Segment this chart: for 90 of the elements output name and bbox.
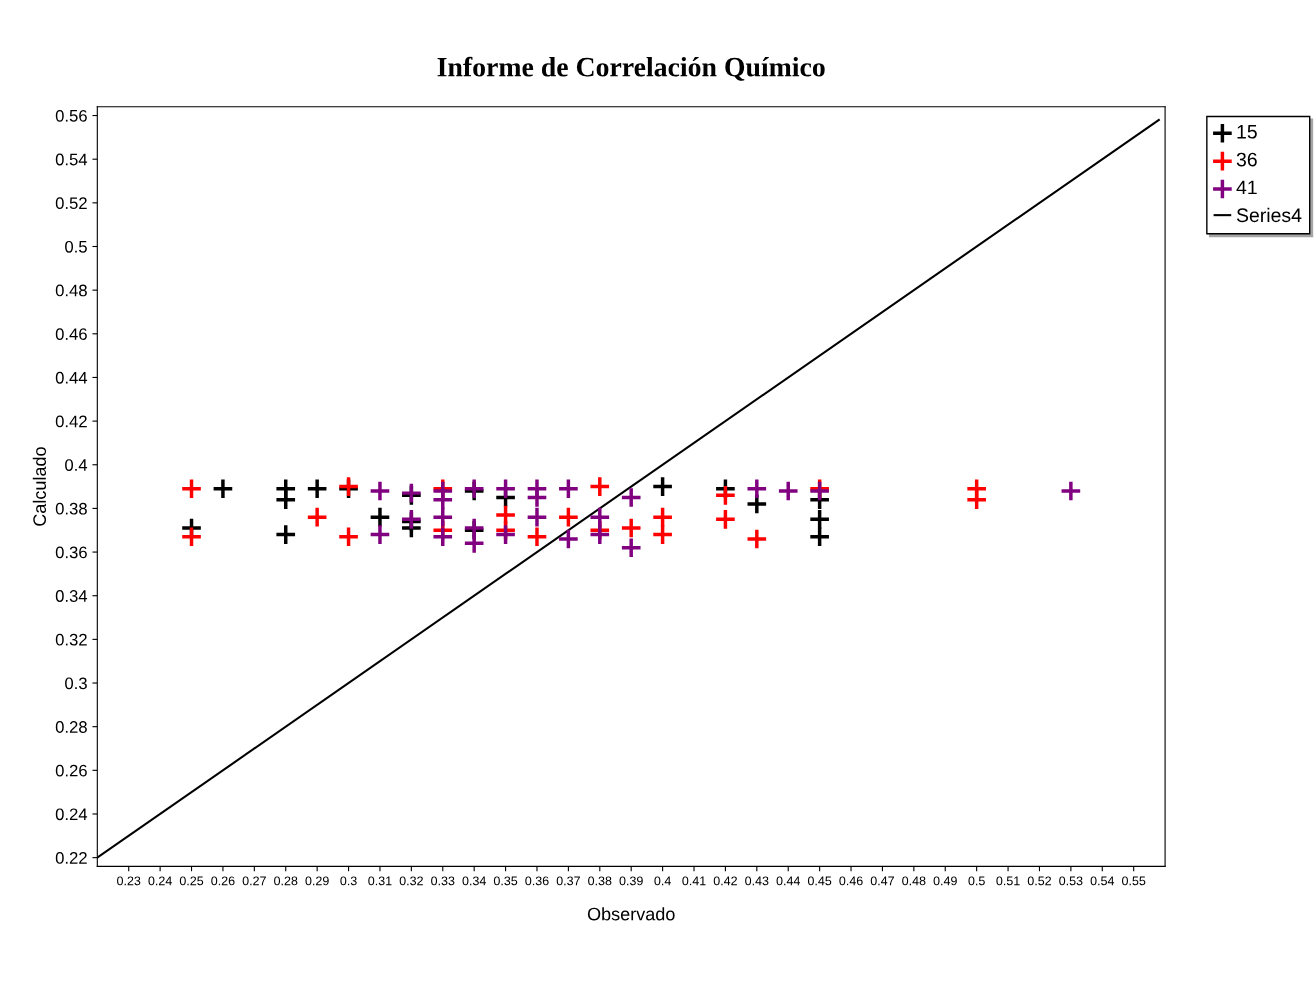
point — [588, 475, 611, 498]
legend-label: 15 — [1237, 125, 1257, 139]
y-tick-label: 0.42 — [55, 415, 87, 428]
x-tick-label: 0.37 — [556, 876, 580, 886]
x-tick-label: 0.32 — [399, 876, 423, 886]
point — [620, 486, 643, 509]
point — [274, 488, 297, 511]
point — [337, 525, 360, 548]
x-tick-label: 0.46 — [839, 876, 863, 886]
x-axis-title: Observado — [587, 907, 675, 921]
y-tick-label: 0.3 — [65, 677, 87, 690]
chart-title: Informe de Correlación Químico — [437, 56, 825, 81]
x-tick-label: 0.31 — [368, 876, 392, 886]
x-tick-label: 0.52 — [1027, 876, 1052, 886]
y-tick-label: 0.52 — [55, 197, 87, 210]
x-tick-label: 0.35 — [493, 876, 518, 886]
point — [557, 506, 580, 529]
x-tick-label: 0.42 — [713, 876, 737, 886]
x-tick-label: 0.25 — [179, 876, 204, 886]
point — [306, 477, 329, 500]
point — [431, 525, 454, 548]
x-tick-label: 0.23 — [117, 876, 141, 886]
y-tick-label: 0.22 — [55, 852, 87, 864]
y-tick-label: 0.34 — [55, 590, 88, 602]
legend-label: Series4 — [1236, 207, 1302, 223]
y-tick-label: 0.5 — [65, 240, 87, 253]
point — [180, 525, 203, 548]
point — [714, 508, 737, 531]
legend-label: 41 — [1236, 180, 1257, 195]
x-tick-label: 0.47 — [870, 876, 894, 886]
x-tick-label: 0.33 — [431, 876, 455, 886]
x-tick-label: 0.38 — [588, 876, 612, 886]
x-tick-label: 0.54 — [1090, 876, 1115, 886]
x-tick-label: 0.41 — [682, 876, 706, 886]
point — [745, 477, 768, 500]
x-tick-label: 0.48 — [902, 876, 926, 886]
x-tick-label: 0.3 — [340, 876, 357, 886]
point — [620, 536, 643, 559]
point — [745, 527, 768, 551]
x-tick-label: 0.43 — [745, 876, 769, 886]
y-tick-label: 0.24 — [55, 808, 88, 821]
y-tick-label: 0.54 — [55, 153, 88, 166]
point — [557, 477, 580, 500]
point — [965, 488, 988, 511]
y-tick-label: 0.32 — [55, 633, 87, 646]
point — [557, 527, 580, 551]
x-tick-label: 0.45 — [807, 876, 832, 886]
x-tick-label: 0.29 — [305, 876, 329, 886]
x-tick-label: 0.26 — [211, 876, 235, 886]
point — [274, 523, 297, 546]
point — [651, 523, 674, 546]
y-tick-label: 0.48 — [55, 284, 87, 297]
point — [368, 479, 392, 503]
y-axis-title: Calculado — [32, 447, 47, 526]
x-tick-label: 0.51 — [996, 876, 1020, 886]
y-tick-label: 0.28 — [55, 721, 87, 733]
y-tick-label: 0.44 — [55, 371, 88, 384]
x-tick-label: 0.34 — [462, 876, 486, 886]
x-tick-label: 0.39 — [619, 876, 643, 886]
point — [180, 477, 203, 500]
y-tick-label: 0.26 — [55, 764, 87, 777]
point — [368, 523, 392, 546]
x-tick-label: 0.53 — [1059, 876, 1083, 886]
point — [306, 506, 329, 529]
y-tick-label: 0.4 — [65, 459, 88, 471]
x-tick-label: 0.28 — [274, 876, 298, 886]
point — [525, 506, 549, 529]
point — [620, 517, 643, 540]
x-tick-label: 0.5 — [968, 876, 985, 886]
x-tick-label: 0.36 — [525, 876, 549, 886]
y-tick-label: 0.56 — [55, 109, 87, 122]
y-tick-label: 0.38 — [55, 502, 87, 515]
point — [525, 525, 549, 548]
x-tick-label: 0.24 — [148, 876, 172, 886]
point — [651, 475, 674, 498]
point — [494, 477, 517, 500]
point — [777, 479, 800, 503]
x-tick-label: 0.44 — [776, 876, 801, 886]
legend-label: 36 — [1236, 152, 1257, 167]
x-tick-label: 0.55 — [1122, 876, 1146, 886]
point — [431, 506, 454, 529]
x-tick-label: 0.49 — [933, 876, 957, 886]
point — [808, 525, 831, 548]
y-tick-label: 0.36 — [55, 546, 87, 559]
x-tick-label: 0.4 — [654, 876, 671, 886]
point — [211, 477, 234, 500]
point — [714, 484, 737, 507]
y-tick-label: 0.46 — [55, 328, 87, 341]
x-tick-label: 0.27 — [242, 876, 266, 886]
point — [1059, 479, 1082, 503]
